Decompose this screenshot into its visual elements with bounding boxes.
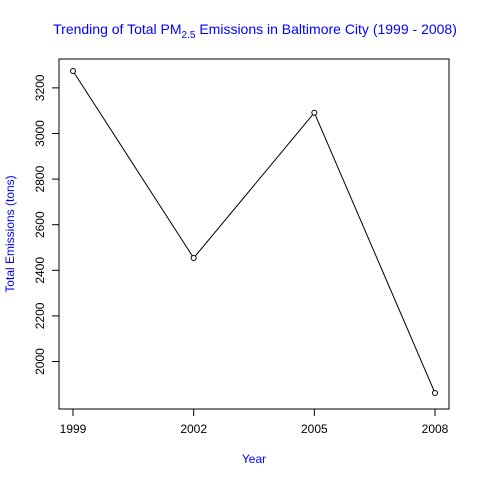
series-line xyxy=(72,70,436,394)
x-axis-label: Year xyxy=(242,452,266,466)
chart-title-subscript: 2.5 xyxy=(182,30,196,41)
data-point-2008 xyxy=(432,390,438,396)
x-tick-label-2008: 2008 xyxy=(422,422,449,436)
y-tick-label-3000: 3000 xyxy=(33,120,47,147)
y-tick-label-2600: 2600 xyxy=(33,211,47,238)
x-axis: 1999 2002 2005 2008 xyxy=(60,409,449,436)
x-tick-label-1999: 1999 xyxy=(60,422,87,436)
chart-title-main: Trending of Total PM xyxy=(53,21,181,37)
data-point-2002 xyxy=(190,254,197,261)
series-group xyxy=(70,68,438,396)
y-axis-label: Total Emissions (tons) xyxy=(3,175,17,292)
x-tick-label-2005: 2005 xyxy=(301,422,328,436)
y-tick-label-2200: 2200 xyxy=(33,302,47,329)
x-tick-label-2002: 2002 xyxy=(180,422,207,436)
y-tick-label-2800: 2800 xyxy=(33,165,47,192)
y-tick-label-2000: 2000 xyxy=(33,348,47,375)
data-point-2005 xyxy=(311,109,318,116)
y-axis: 2000 2200 2400 2600 2800 3000 3200 xyxy=(33,74,59,375)
y-tick-label-3200: 3200 xyxy=(33,74,47,101)
chart-title-rest: Emissions in Baltimore City (1999 - 2008… xyxy=(195,21,456,37)
chart-title: Trending of Total PM2.5 Emissions in Bal… xyxy=(53,21,457,41)
plot-frame xyxy=(58,58,450,410)
y-tick-label-2400: 2400 xyxy=(33,257,47,284)
data-point-1999 xyxy=(70,68,76,74)
